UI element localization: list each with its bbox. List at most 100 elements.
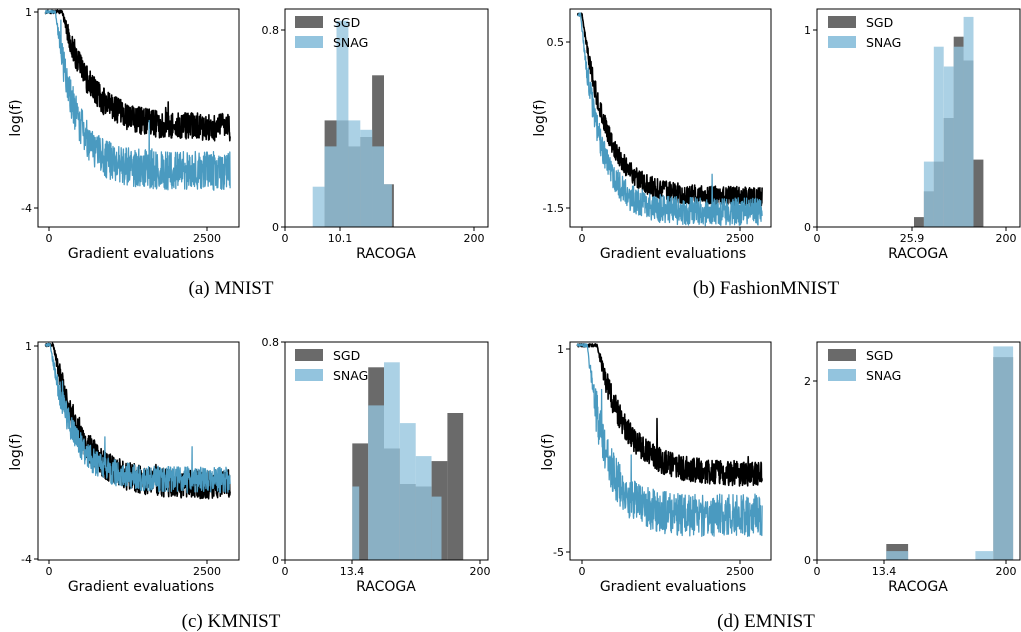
panel-caption: (a) MNIST (189, 278, 274, 299)
x-axis-label: RACOGA (356, 246, 416, 262)
snag-hist-bar (975, 551, 994, 560)
x-axis-label: RACOGA (356, 579, 416, 595)
y-axis-label: log(f) (540, 433, 556, 470)
snag-loss-line (44, 342, 231, 494)
plot-area (312, 20, 394, 227)
plot-area (44, 342, 231, 500)
plot-frame (284, 341, 489, 561)
y-tick-label: 0 (804, 221, 811, 234)
legend-swatch-snag (295, 369, 323, 381)
plot-area (886, 346, 1014, 560)
y-tick-label: 1 (557, 343, 564, 356)
panel-caption: (c) KMNIST (182, 611, 281, 632)
plot-area (352, 362, 464, 560)
y-axis-label: log(f) (8, 433, 24, 470)
histogram-a: 0 0.8 0 10.1 200 RACOGA SGD SNAG (262, 8, 489, 262)
snag-hist-bar (923, 161, 934, 227)
snag-hist-bar (943, 66, 954, 227)
x-axis-label: RACOGA (888, 246, 948, 262)
y-tick-label: 0 (272, 554, 279, 567)
x-tick-label: 2500 (193, 565, 221, 578)
legend-label-sgd: SGD (333, 348, 360, 363)
x-tick-label: 13.4 (872, 565, 897, 578)
snag-hist-bar (431, 496, 442, 560)
plot-frame (816, 341, 1021, 561)
x-tick-label: 25.9 (900, 232, 925, 245)
legend: SGD SNAG (828, 15, 901, 50)
panel-a: 1 -4 0 2500 Gradient evaluations log(f) … (8, 6, 489, 299)
y-tick-label: 0.8 (262, 336, 280, 349)
panel-caption: (b) FashionMNIST (693, 278, 840, 299)
plot-area (576, 12, 763, 227)
legend-label-snag: SNAG (866, 35, 901, 50)
y-tick-label: 1 (804, 24, 811, 37)
snag-hist-bar (372, 146, 384, 227)
x-tick-label: 0 (46, 232, 53, 245)
histogram-b: 0 1 0 25.9 200 RACOGA SGD SNAG (804, 8, 1021, 262)
snag-loss-line (44, 9, 231, 191)
snag-hist-bar (384, 362, 400, 560)
snag-hist-bar (312, 186, 325, 227)
x-tick-label: 13.4 (340, 565, 365, 578)
legend-label-snag: SNAG (333, 368, 368, 383)
x-tick-label: 0 (579, 232, 586, 245)
legend-swatch-snag (828, 369, 856, 381)
sgd-hist-bar (973, 159, 984, 227)
y-tick-label: -4 (21, 553, 32, 566)
legend-swatch-sgd (295, 349, 323, 361)
snag-hist-bar (933, 46, 944, 228)
legend: SGD SNAG (828, 348, 901, 383)
x-axis-label: RACOGA (888, 579, 948, 595)
x-axis-label: Gradient evaluations (68, 579, 214, 595)
sgd-loss-line (576, 12, 763, 208)
plot-area (576, 342, 763, 538)
plot-frame (569, 341, 772, 561)
snag-hist-bar (384, 184, 392, 227)
sgd-hist-bar (447, 413, 464, 560)
y-tick-label: 1 (25, 6, 32, 19)
x-tick-label: 200 (996, 565, 1017, 578)
x-tick-label: 2500 (726, 565, 754, 578)
snag-hist-bar (886, 551, 909, 560)
legend-label-sgd: SGD (866, 15, 893, 30)
plot-area (914, 16, 984, 228)
panel-d: 1 -5 0 2500 Gradient evaluations log(f) … (540, 341, 1021, 632)
y-tick-label: 0 (272, 221, 279, 234)
legend-swatch-sgd (828, 349, 856, 361)
histogram-d: 0 2 0 13.4 200 RACOGA SGD SNAG (804, 341, 1021, 595)
plot-frame (284, 8, 489, 228)
snag-loss-line (577, 12, 763, 227)
legend: SGD SNAG (295, 348, 368, 383)
plot-frame (37, 8, 240, 228)
snag-hist-bar (352, 486, 360, 560)
snag-hist-bar (993, 346, 1014, 560)
y-tick-label: 2 (804, 375, 811, 388)
snag-loss-line (576, 343, 763, 538)
loss-plot-a: 1 -4 0 2500 Gradient evaluations log(f) (8, 6, 240, 262)
y-axis-label: log(f) (532, 99, 548, 136)
snag-hist-bar (399, 423, 416, 560)
legend-label-sgd: SGD (866, 348, 893, 363)
sgd-hist-bar (914, 217, 924, 227)
sgd-loss-line (44, 9, 231, 142)
snag-hist-bar (953, 46, 964, 228)
legend-label-snag: SNAG (866, 368, 901, 383)
plot-frame (569, 8, 772, 228)
snag-hist-bar (415, 456, 432, 560)
x-tick-label: 0 (282, 565, 289, 578)
y-axis-label: log(f) (8, 99, 24, 136)
x-tick-label: 0 (282, 232, 289, 245)
x-tick-label: 0 (46, 565, 53, 578)
x-tick-label: 2500 (193, 232, 221, 245)
y-tick-label: 0.8 (262, 24, 280, 37)
legend-swatch-snag (828, 36, 856, 48)
x-axis-label: Gradient evaluations (68, 246, 214, 262)
x-tick-label: 200 (470, 565, 491, 578)
snag-hist-bar (963, 16, 974, 228)
snag-hist-bar (348, 120, 361, 227)
y-tick-label: 0.5 (547, 36, 565, 49)
plot-frame (37, 341, 240, 561)
legend-swatch-sgd (828, 16, 856, 28)
y-tick-label: -4 (21, 202, 32, 215)
